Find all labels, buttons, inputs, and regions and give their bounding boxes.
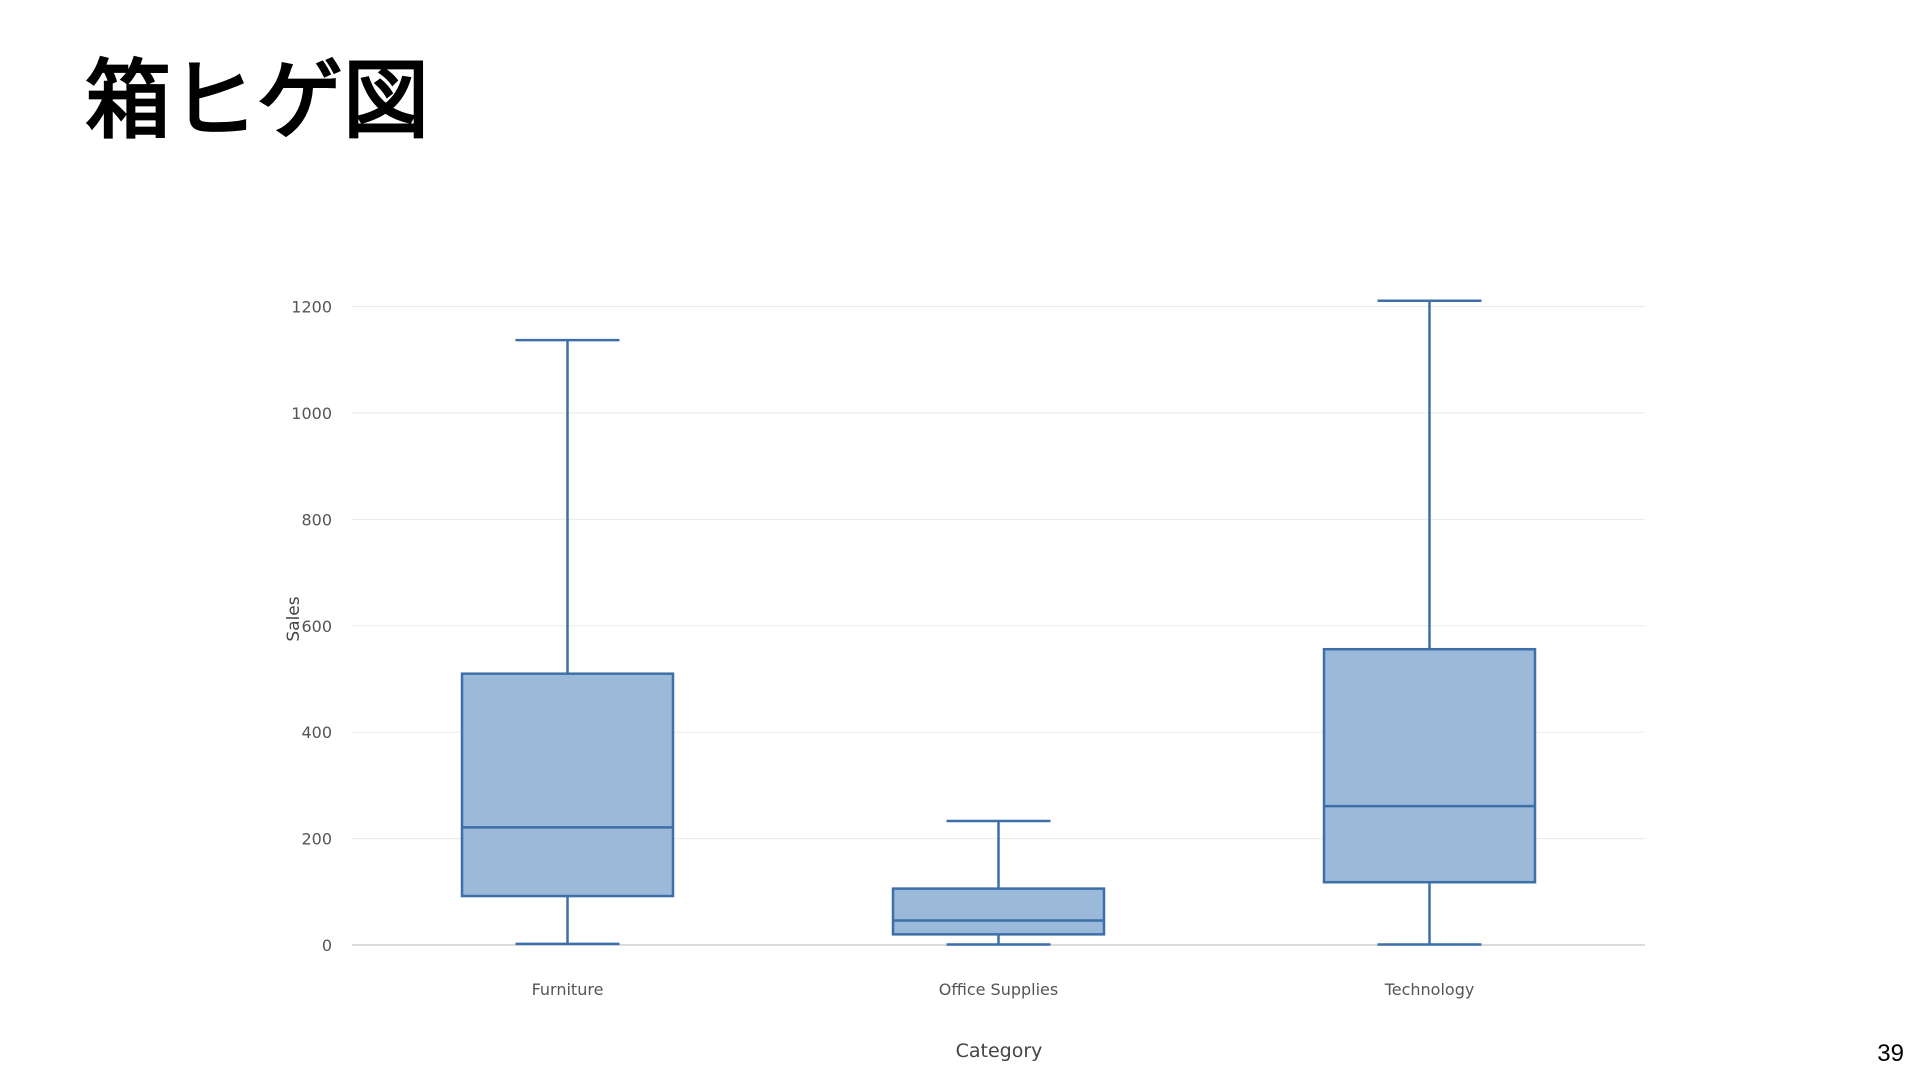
- box-office-supplies: [891, 819, 1106, 946]
- y-tick-label: 200: [301, 830, 332, 849]
- x-tick-label: Furniture: [532, 980, 604, 999]
- y-tick-label: 1000: [291, 404, 332, 423]
- page-number: 39: [1877, 1040, 1904, 1067]
- y-tick-label: 0: [322, 936, 332, 955]
- iqr-box: [460, 672, 675, 898]
- iqr-box: [891, 887, 1106, 936]
- slide-title: 箱ヒゲ図: [85, 51, 429, 151]
- x-tick-label: Office Supplies: [939, 980, 1058, 999]
- y-tick-label: 800: [301, 510, 332, 529]
- x-tick-label: Technology: [1384, 980, 1475, 999]
- x-axis-title: Category: [956, 1040, 1043, 1062]
- iqr-box: [1322, 647, 1537, 884]
- boxes: [460, 299, 1537, 946]
- y-axis-title: Sales: [284, 596, 304, 641]
- axis-labels: Category Sales: [284, 596, 1042, 1062]
- box-technology: [1322, 299, 1537, 946]
- y-tick-label: 400: [301, 723, 332, 742]
- y-tick-label: 600: [301, 617, 332, 636]
- box-furniture: [460, 338, 675, 946]
- y-tick-label: 1200: [291, 298, 332, 317]
